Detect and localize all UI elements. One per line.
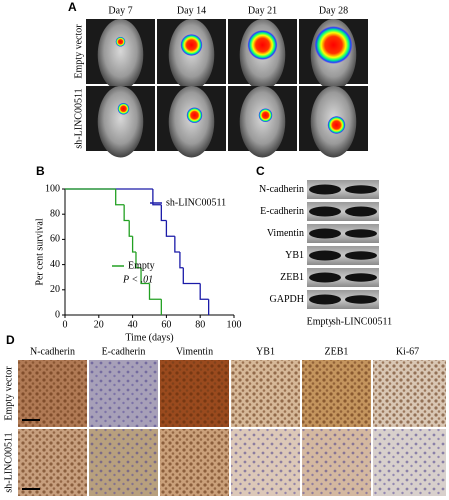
- survival-step: [174, 236, 180, 253]
- signal: [247, 30, 278, 60]
- band: [345, 273, 377, 282]
- x-tick-label: 40: [128, 319, 138, 330]
- ihc-cells: [373, 360, 446, 427]
- mouse-body: [97, 86, 144, 158]
- column-header: N-cadherin: [30, 346, 75, 357]
- survival-step: [179, 252, 184, 269]
- survival-step: [148, 283, 162, 300]
- survival-step: [199, 283, 209, 300]
- ihc-cells: [373, 429, 446, 496]
- y-tick-label: 20: [50, 284, 60, 295]
- band: [345, 206, 377, 217]
- panel-label: D: [6, 333, 15, 347]
- signal: [117, 102, 130, 115]
- column-header: Day 7: [108, 5, 132, 16]
- panel-label: C: [256, 164, 265, 178]
- x-tick-label: 0: [63, 319, 68, 330]
- band: [345, 185, 377, 194]
- band: [309, 250, 341, 261]
- protein-label: N-cadherin: [259, 184, 304, 195]
- ihc-cells: [89, 429, 158, 496]
- signal: [180, 34, 203, 56]
- signal: [327, 116, 346, 134]
- x-tick-label: 60: [161, 319, 171, 330]
- ihc-cells: [18, 429, 87, 496]
- protein-label: E-cadherin: [260, 206, 304, 217]
- column-header: Day 21: [248, 5, 277, 16]
- row-label: sh-LINC00511: [3, 432, 14, 492]
- y-tick-label: 100: [45, 183, 60, 194]
- protein-label: ZEB1: [280, 272, 304, 283]
- y-axis-label: Per cent survival: [34, 218, 45, 285]
- ihc-cells: [160, 429, 229, 496]
- column-header: E-cadherin: [102, 346, 146, 357]
- signal: [186, 107, 203, 124]
- survival-step: [182, 267, 201, 285]
- column-header: Day 28: [319, 5, 348, 16]
- x-tick-label: 80: [195, 319, 205, 330]
- ihc-cells: [160, 360, 229, 427]
- band: [345, 295, 377, 304]
- survival-step: [160, 204, 167, 222]
- signal: [258, 108, 273, 123]
- ihc-cells: [302, 429, 371, 496]
- protein-label: GAPDH: [270, 294, 304, 305]
- protein-label: Vimentin: [267, 228, 304, 239]
- legend-label: sh-LINC00511: [166, 197, 226, 208]
- column-header: Ki-67: [396, 346, 419, 357]
- y-tick-label: 60: [50, 234, 60, 245]
- lane-label: Empty: [307, 316, 334, 327]
- survival-step: [128, 220, 133, 237]
- panel-label: A: [68, 0, 77, 14]
- band: [309, 272, 341, 283]
- root: A B C D Day 7 Day 14 Day 21 Day 28 Empty vector s…: [3, 0, 446, 496]
- band: [309, 184, 341, 195]
- mouse-body: [97, 19, 144, 91]
- band: [309, 228, 341, 239]
- x-axis-label: Time (days): [125, 332, 173, 343]
- survival-step: [135, 252, 142, 269]
- band: [309, 206, 341, 217]
- x-tick-label: 20: [94, 319, 104, 330]
- column-header: ZEB1: [325, 346, 349, 357]
- x-tick-label: 100: [227, 319, 242, 330]
- column-header: Vimentin: [176, 346, 213, 357]
- panel-label: B: [36, 164, 45, 178]
- ihc-cells: [231, 429, 300, 496]
- band: [309, 294, 341, 305]
- ihc-cells: [302, 360, 371, 427]
- row-label: Empty vector: [3, 366, 14, 421]
- ihc-cells: [18, 360, 87, 427]
- column-header: YB1: [256, 346, 275, 357]
- column-header: Day 14: [177, 5, 206, 16]
- band: [345, 251, 377, 260]
- survival-step: [152, 189, 162, 206]
- mouse-body: [239, 86, 286, 158]
- survival-step: [131, 236, 136, 253]
- survival-step: [123, 204, 130, 222]
- y-tick-label: 40: [50, 259, 60, 270]
- y-tick-label: 80: [50, 208, 60, 219]
- row-label: Empty vector: [73, 24, 84, 79]
- protein-label: YB1: [285, 250, 304, 261]
- y-tick-label: 0: [55, 309, 60, 320]
- survival-step: [115, 189, 125, 206]
- annotation: P < .01: [122, 274, 153, 285]
- band: [345, 229, 377, 238]
- ihc-cells: [231, 360, 300, 427]
- ihc-cells: [89, 360, 158, 427]
- row-label: sh-LINC00511: [73, 88, 84, 148]
- legend-label: Empty: [128, 260, 155, 271]
- signal: [314, 26, 353, 64]
- signal: [115, 36, 126, 47]
- survival-step: [165, 220, 175, 237]
- survival-step: [140, 267, 150, 285]
- lane-label: sh-LINC00511: [332, 316, 392, 327]
